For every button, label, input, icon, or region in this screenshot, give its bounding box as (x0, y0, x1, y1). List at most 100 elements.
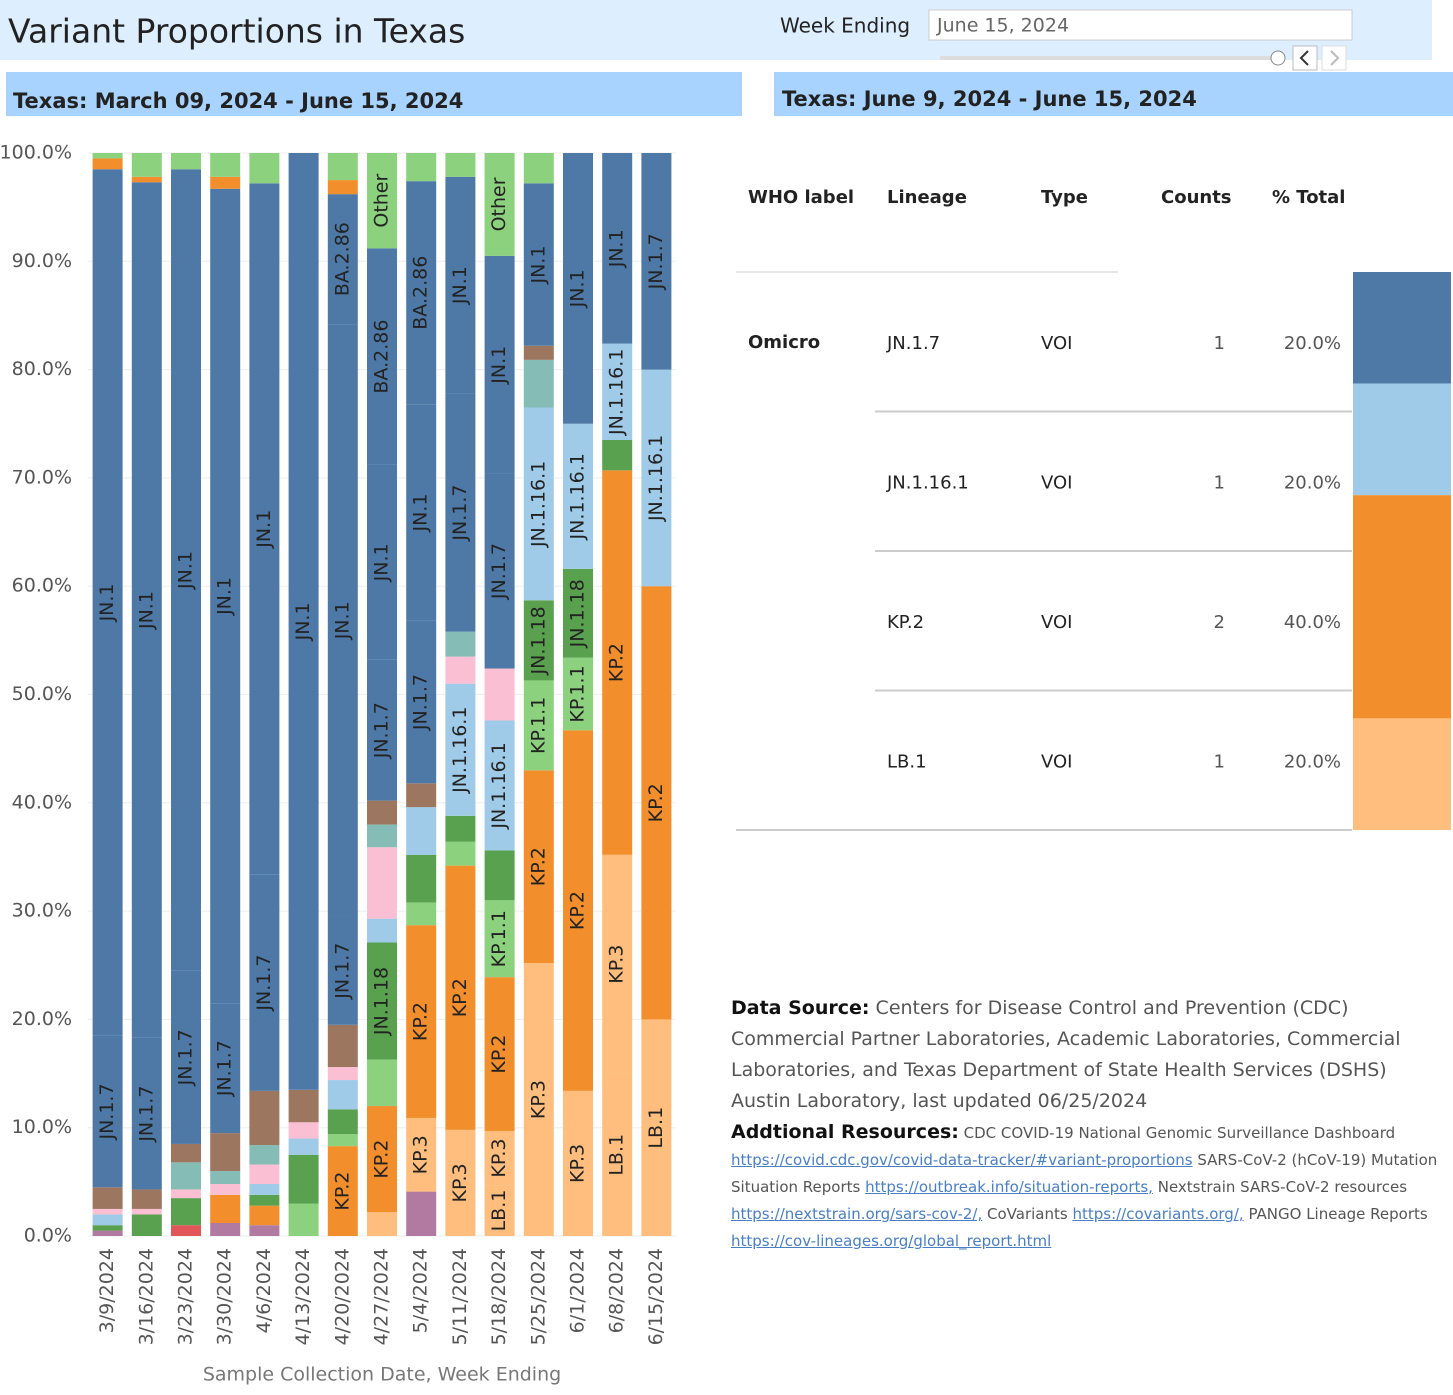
bar-segment (327, 1067, 358, 1081)
segment-label: JN.1 (253, 510, 275, 549)
count: 1 (1214, 751, 1225, 772)
bar-segment (92, 1214, 123, 1226)
bar-segment (406, 181, 437, 405)
segment-label: KP.2 (488, 1035, 510, 1074)
resource-link[interactable]: https://cov-lineages.org/global_report.h… (731, 1232, 1052, 1250)
right-panel-title: Texas: June 9, 2024 - June 15, 2024 (782, 87, 1197, 111)
bar-segment (288, 1089, 319, 1123)
y-tick-label: 80.0% (12, 358, 72, 380)
y-tick-label: 30.0% (12, 900, 72, 922)
left-panel-header (6, 72, 742, 116)
bar-segment (367, 1212, 397, 1236)
pct-bar (1353, 495, 1451, 719)
bar-segment (92, 1225, 123, 1231)
prev-icon (1299, 50, 1309, 66)
segment-label: KP.3 (527, 1080, 549, 1119)
resource-link[interactable]: https://covid.cdc.gov/covid-data-tracker… (731, 1151, 1193, 1169)
segment-label: JN.1 (214, 577, 236, 616)
count: 1 (1214, 472, 1225, 493)
bar-segment (367, 464, 397, 660)
bar-segment (92, 158, 123, 170)
bar-segment (210, 1133, 241, 1172)
bar-segment (523, 153, 554, 184)
bar-segment (602, 854, 633, 1074)
bar-segment (367, 800, 397, 825)
bar-segment (484, 668, 515, 721)
pct-bar (1353, 272, 1451, 384)
filter-value: June 15, 2024 (936, 15, 1069, 37)
slider-thumb[interactable] (1270, 50, 1286, 66)
pct-total: 20.0% (1284, 751, 1341, 772)
source-text: Centers for Disease Control and Preventi… (731, 997, 1401, 1112)
segment-label: JN.1 (488, 346, 510, 385)
bar-segment (367, 847, 397, 919)
bar-segment (171, 1225, 201, 1236)
bar-segment (92, 1187, 123, 1209)
bar-segment (602, 153, 633, 344)
notes: Data Source: Centers for Disease Control… (731, 993, 1441, 1255)
resource-link[interactable]: https://covariants.org/, (1072, 1205, 1244, 1223)
next-button[interactable] (1321, 45, 1347, 71)
segment-label: BA.2.86 (410, 256, 432, 330)
column-header: Type (1041, 187, 1088, 208)
bar-segment (249, 1145, 280, 1165)
lineage: JN.1.16.1 (886, 472, 969, 493)
next-icon (1330, 50, 1340, 66)
bar-segment (249, 183, 280, 875)
bar-segment (327, 180, 358, 195)
page-title: Variant Proportions in Texas (8, 12, 465, 51)
y-tick-label: 50.0% (12, 683, 72, 705)
x-tick-label: 6/8/2024 (606, 1248, 628, 1333)
bar-segment (523, 407, 554, 601)
type: VOI (1041, 333, 1072, 354)
bar-segment (92, 153, 123, 159)
pct-bar (1353, 383, 1451, 496)
x-tick-label: 3/16/2024 (135, 1248, 157, 1345)
data-source: Data Source: Centers for Disease Control… (731, 993, 1441, 1117)
bar-segment (406, 902, 437, 926)
bar-segment (563, 657, 593, 731)
bar-segment (641, 153, 672, 370)
bar-segment (210, 1194, 241, 1224)
bar-segment (249, 874, 280, 1091)
bar-segment (523, 963, 554, 1236)
filter-input[interactable] (928, 9, 1353, 41)
bar-segment (327, 916, 358, 1025)
resource-text: PANGO Lineage Reports (1248, 1205, 1428, 1223)
resource-link[interactable]: https://nextstrain.org/sars-cov-2/, (731, 1205, 983, 1223)
bar-segment (288, 1154, 319, 1204)
segment-label: JN.1.16.1 (527, 461, 549, 548)
bar-segment (367, 942, 397, 1060)
resource-link[interactable]: https://outbreak.info/situation-reports, (865, 1178, 1153, 1196)
x-tick-label: 5/11/2024 (449, 1248, 471, 1345)
segment-label: JN.1 (527, 246, 549, 285)
segment-label: JN.1.7 (449, 485, 471, 542)
prev-button[interactable] (1292, 45, 1318, 71)
bar-segment (210, 176, 241, 189)
bar-segment (445, 1129, 476, 1236)
right-panel-header (774, 72, 1453, 116)
column-header: WHO label (748, 187, 854, 208)
lineage: LB.1 (887, 751, 927, 772)
segment-label: JN.1 (606, 229, 628, 268)
bar-segment (406, 1191, 437, 1236)
bar-segment (171, 970, 201, 1144)
bar-segment (367, 248, 397, 465)
bar-segment (327, 1024, 358, 1068)
segment-label: JN.1.16.1 (488, 742, 510, 829)
bar-segment (523, 183, 554, 346)
bar-segment (92, 169, 123, 1036)
segment-label: KP.3 (449, 1163, 471, 1202)
segment-label: LB.1 (488, 1190, 510, 1232)
segment-label: JN.1.16.1 (449, 707, 471, 794)
bar-segment (288, 1122, 319, 1139)
bar-segment (406, 620, 437, 784)
segment-label: KP.3 (410, 1135, 432, 1174)
x-tick-label: 3/23/2024 (175, 1248, 197, 1345)
segment-label: KP.2 (410, 1002, 432, 1041)
bar-segment (249, 1205, 280, 1226)
bar-segment (484, 255, 515, 474)
segment-label: Other (371, 173, 393, 227)
bar-segment (445, 815, 476, 842)
